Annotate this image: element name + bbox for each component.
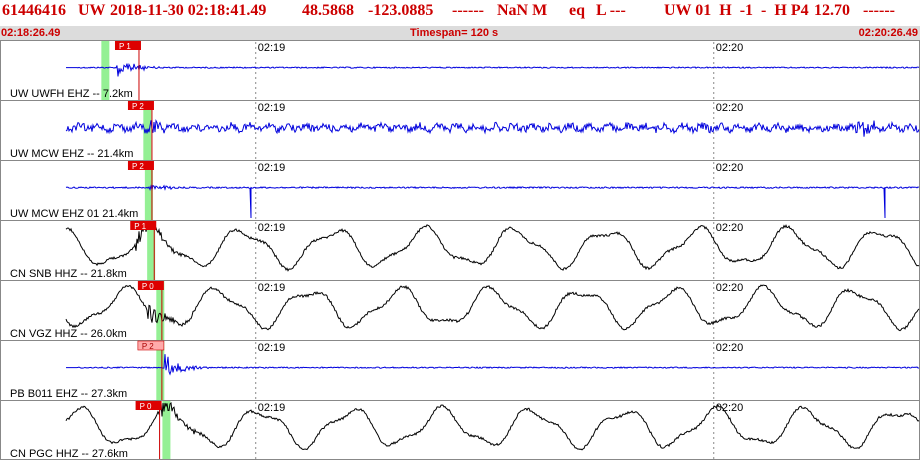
trace-panel[interactable]: 02:19 02:20 P 1 CN SNB HHZ -- 21.8km (0, 220, 920, 280)
station-label: UW MCW EHZ -- 21.4km (10, 148, 133, 160)
pick-flag[interactable] (127, 161, 154, 170)
minute-tick-label: 02:19 (258, 342, 286, 354)
pick-flag[interactable] (127, 101, 154, 110)
arrival-band (147, 221, 156, 280)
minute-tick-label: 02:20 (716, 342, 744, 354)
event-value: 12.70 (814, 2, 850, 19)
event-location-flag: L --- (596, 2, 626, 19)
event-header: 61446416 UW 2018-11-30 02:18:41.49 48.58… (0, 0, 920, 26)
waveform (65, 401, 920, 451)
arrival-band (162, 401, 171, 460)
minute-tick-label: 02:19 (258, 222, 286, 234)
pick-flag-label: P 0 (142, 282, 154, 291)
pick-flag[interactable] (114, 41, 141, 50)
trace-panel[interactable]: 02:19 02:20 P 0 CN PGC HHZ -- 27.6km (0, 400, 920, 460)
minute-tick-label: 02:20 (716, 402, 744, 414)
pick-flag-label: P 2 (142, 342, 154, 351)
arrival-band (156, 341, 165, 400)
waveform (65, 222, 920, 272)
waveform (66, 63, 920, 77)
arrival-band (144, 161, 153, 220)
station-label: UW MCW EHZ 01 21.4km (10, 208, 138, 220)
minute-tick-label: 02:20 (716, 222, 744, 234)
minute-tick-label: 02:19 (258, 162, 286, 174)
minute-tick-label: 02:19 (258, 102, 286, 114)
waveform (66, 354, 919, 376)
minute-tick-label: 02:19 (258, 42, 286, 54)
pick-flag[interactable] (137, 281, 164, 290)
event-lon: -123.0885 (368, 2, 434, 19)
trace-panel[interactable]: 02:19 02:20 P 0 CN VGZ HHZ -- 26.0km (0, 280, 920, 340)
arrival-band (101, 41, 110, 100)
event-magnitude: NaN M (497, 2, 548, 19)
event-depth: ------ (452, 2, 484, 19)
station-label: CN SNB HHZ -- 21.8km (10, 268, 127, 280)
event-network: UW (78, 2, 106, 19)
station-label: CN PGC HHZ -- 27.6km (10, 448, 128, 460)
trace-panel[interactable]: 02:19 02:20 P 1 UW UWFH EHZ -- 7.2km (0, 40, 920, 100)
arrival-band (156, 281, 165, 340)
pick-flag-label: P 1 (134, 222, 146, 231)
event-id: 61446416 (2, 2, 66, 19)
event-datetime: 2018-11-30 02:18:41.49 (110, 2, 267, 19)
pick-flag-label: P 0 (140, 402, 152, 411)
event-quality: UW 01 H -1 - H P4 (664, 2, 809, 19)
waveform (65, 184, 920, 219)
minute-tick-label: 02:20 (716, 42, 744, 54)
pick-flag-label: P 2 (132, 162, 144, 171)
pick-flag-label: P 2 (132, 102, 144, 111)
event-lat: 48.5868 (302, 2, 354, 19)
station-label: UW UWFH EHZ -- 7.2km (10, 88, 133, 100)
minute-tick-label: 02:20 (716, 162, 744, 174)
timespan-label: Timespan= 120 s (410, 27, 499, 39)
minute-tick-label: 02:19 (258, 402, 286, 414)
minute-tick-label: 02:20 (716, 102, 744, 114)
minute-tick-label: 02:19 (258, 282, 286, 294)
pick-flag[interactable] (130, 221, 157, 230)
station-label: CN VGZ HHZ -- 26.0km (10, 328, 127, 340)
start-time: 02:18:26.49 (1, 27, 61, 39)
pick-flag[interactable] (137, 340, 165, 351)
station-label: PB B011 EHZ -- 27.3km (10, 388, 127, 400)
event-trailing: ------ (863, 2, 895, 19)
trace-panel[interactable]: 02:19 02:20 P 2 UW MCW EHZ 01 21.4km (0, 160, 920, 220)
end-time: 02:20:26.49 (858, 27, 918, 39)
event-type: eq (569, 2, 585, 19)
trace-panel[interactable]: 02:19 02:20 P 2 PB B011 EHZ -- 27.3km (0, 340, 920, 400)
time-bar: 02:18:26.49 Timespan= 120 s 02:20:26.49 (0, 26, 920, 40)
trace-panel[interactable]: 02:19 02:20 P 2 UW MCW EHZ -- 21.4km (0, 100, 920, 160)
pick-flag[interactable] (135, 401, 162, 410)
waveform (65, 119, 920, 137)
minute-tick-label: 02:20 (716, 282, 744, 294)
pick-flag-label: P 1 (119, 42, 131, 51)
waveform (65, 284, 920, 332)
